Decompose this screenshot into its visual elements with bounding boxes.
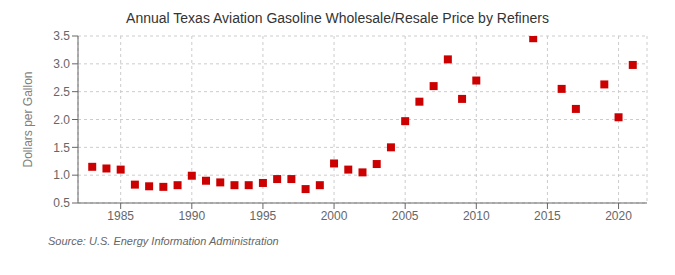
svg-text:2020: 2020 <box>605 209 632 223</box>
svg-text:2.5: 2.5 <box>53 85 70 99</box>
svg-text:1990: 1990 <box>178 209 205 223</box>
svg-text:1985: 1985 <box>107 209 134 223</box>
svg-text:2015: 2015 <box>534 209 561 223</box>
svg-text:1995: 1995 <box>250 209 277 223</box>
svg-text:2.0: 2.0 <box>53 113 70 127</box>
html-text:Annual Texas Aviation Gasoline: Annual Texas Aviation Gasoline Wholesale… <box>126 10 549 26</box>
svg-text:0.5: 0.5 <box>53 196 70 210</box>
svg-text:1.0: 1.0 <box>53 168 70 182</box>
svg-text:2005: 2005 <box>392 209 419 223</box>
svg-text:2010: 2010 <box>463 209 490 223</box>
svg-text:2000: 2000 <box>321 209 348 223</box>
svg-text:Dollars per Gallon: Dollars per Gallon <box>21 71 35 167</box>
html-text:Source: U.S. Energy Informatio: Source: U.S. Energy Information Administ… <box>48 235 279 247</box>
svg-text:3.5: 3.5 <box>53 29 70 43</box>
svg-text:1.5: 1.5 <box>53 141 70 155</box>
svg-text:3.0: 3.0 <box>53 57 70 71</box>
